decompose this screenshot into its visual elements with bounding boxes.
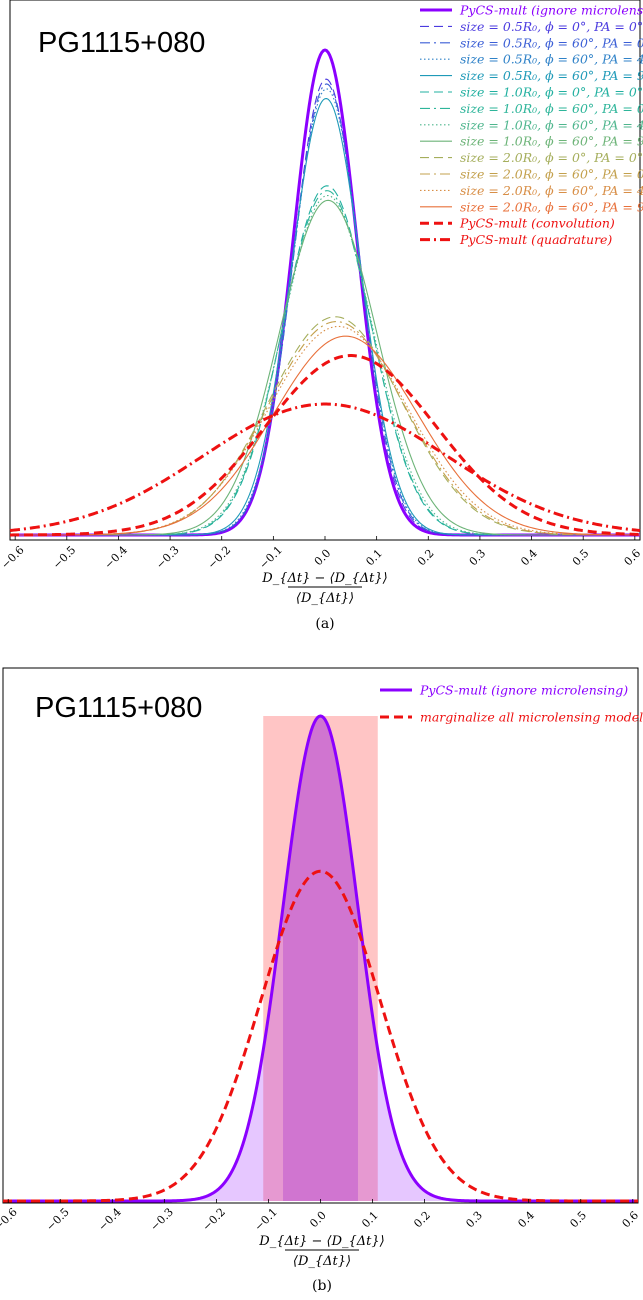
- series-line-10: [10, 321, 640, 536]
- series-fill-0: [3, 716, 638, 1201]
- x-tick-label: −0.4: [102, 543, 130, 571]
- x-tick-label: 0.5: [570, 547, 592, 569]
- x-tick-label: 0.2: [411, 1209, 433, 1231]
- legend-label-11: size = 2.0R₀, ϕ = 60°, PA = 45°: [460, 183, 643, 198]
- panel-b-xlabel: D_{Δt} − ⟨D_{Δt}⟩ ⟨D_{Δt}⟩: [258, 1234, 384, 1269]
- panel-b-series: [3, 714, 638, 1203]
- panel-a-xlabel-numerator: D_{Δt} − ⟨D_{Δt}⟩: [261, 571, 387, 586]
- legend-label-5: size = 1.0R₀, ϕ = 0°, PA = 0°: [460, 85, 643, 100]
- x-tick-label: 0.2: [415, 547, 437, 569]
- x-tick-label: 0.6: [620, 1209, 642, 1231]
- panel-b: PG1115+080 −0.6 −0.5 −0.4 −0.3 −0.2 −0.1 0.0 0.…: [0, 667, 643, 1294]
- x-tick-label: 0.0: [307, 1209, 329, 1231]
- series-line-13: [10, 354, 641, 537]
- x-tick-label: −0.3: [154, 543, 182, 571]
- legend-label-2: size = 0.5R₀, ϕ = 60°, PA = 0°: [460, 35, 643, 50]
- series-line-14: [9, 402, 641, 532]
- panel-a-legend: PyCS-mult (ignore microlensing)size = 0.…: [420, 3, 643, 247]
- panel-b-shaded-intervals: [263, 716, 378, 1201]
- panel-a-series: [9, 48, 641, 537]
- panel-b-legend: PyCS-mult (ignore microlensing) marginali…: [380, 683, 643, 725]
- x-tick-label: −0.4: [96, 1205, 124, 1233]
- x-tick-label: 0.4: [518, 547, 540, 569]
- x-tick-label: 0.3: [467, 547, 489, 569]
- series-line-9: [10, 316, 640, 536]
- x-tick-label: −0.5: [50, 543, 78, 571]
- legend-label-0: PyCS-mult (ignore microlensing): [459, 3, 643, 18]
- x-tick-label: 0.1: [363, 547, 385, 569]
- x-tick-label: 0.1: [359, 1209, 381, 1231]
- legend-label-10: size = 2.0R₀, ϕ = 60°, PA = 0°: [460, 167, 643, 182]
- shaded-interval-marginalized: [263, 716, 378, 1201]
- legend-label-9: size = 2.0R₀, ϕ = 0°, PA = 0°: [460, 150, 643, 165]
- legend-label-4: size = 0.5R₀, ϕ = 60°, PA = 90°: [460, 68, 643, 83]
- panel-a-caption: (a): [315, 616, 334, 632]
- panel-b-xlabel-denominator: ⟨D_{Δt}⟩: [293, 1254, 351, 1269]
- series-line-12: [10, 335, 640, 536]
- legend-label-6: size = 1.0R₀, ϕ = 60°, PA = 0°: [460, 101, 643, 116]
- x-tick-label: −0.6: [0, 1205, 20, 1233]
- x-tick-label: −0.5: [44, 1205, 72, 1233]
- legend-label-8: size = 1.0R₀, ϕ = 60°, PA = 90°: [460, 134, 643, 149]
- x-tick-label: 0.3: [463, 1209, 485, 1231]
- legend-label-1: size = 0.5R₀, ϕ = 0°, PA = 0°: [460, 19, 643, 34]
- panel-b-xlabel-numerator: D_{Δt} − ⟨D_{Δt}⟩: [258, 1234, 384, 1249]
- x-tick-label: 0.5: [567, 1209, 589, 1231]
- panel-a-xlabel-denominator: ⟨D_{Δt}⟩: [296, 591, 354, 606]
- x-tick-label: 0.0: [312, 547, 334, 569]
- x-tick-label: −0.1: [252, 1205, 280, 1233]
- x-tick-label: −0.6: [0, 543, 27, 571]
- series-line-1: [3, 869, 638, 1203]
- x-tick-label: −0.3: [148, 1205, 176, 1233]
- panel-b-caption: (b): [312, 1278, 332, 1294]
- legend-label-13: PyCS-mult (convolution): [459, 216, 615, 231]
- panel-b-title: PG1115+080: [35, 692, 202, 724]
- series-line-8: [10, 199, 640, 536]
- legend-label-7: size = 1.0R₀, ϕ = 60°, PA = 45°: [460, 117, 643, 132]
- legend-label-1: marginalize all microlensing models: [420, 710, 643, 725]
- x-tick-label: −0.2: [200, 1205, 228, 1233]
- panel-a-title: PG1115+080: [38, 27, 205, 59]
- legend-label-12: size = 2.0R₀, ϕ = 60°, PA = 90°: [460, 199, 643, 214]
- panel-a: PG1115+080 −0.6 −0.5 −0.4 −0.3 −0.2 −0.1 0.0 0.…: [0, 0, 643, 632]
- panel-a-ticks: −0.6 −0.5 −0.4 −0.3 −0.2 −0.1 0.0 0.1 0.2 0.3 0.4 0…: [0, 536, 643, 572]
- legend-label-14: PyCS-mult (quadrature): [459, 232, 612, 247]
- x-tick-label: −0.2: [205, 543, 233, 571]
- shaded-interval-ignore-microlensing: [283, 716, 358, 1201]
- series-line-11: [10, 325, 640, 536]
- x-tick-label: 0.6: [622, 547, 643, 569]
- legend-label-3: size = 0.5R₀, ϕ = 60°, PA = 45°: [460, 52, 643, 67]
- panel-a-xlabel: D_{Δt} − ⟨D_{Δt}⟩ ⟨D_{Δt}⟩: [261, 571, 387, 606]
- x-tick-label: 0.4: [515, 1209, 537, 1231]
- panel-b-ticks: −0.6 −0.5 −0.4 −0.3 −0.2 −0.1 0.0 0.1 0.2 0.3 0.4 0…: [0, 1199, 641, 1234]
- x-tick-label: −0.1: [257, 543, 285, 571]
- legend-label-0: PyCS-mult (ignore microlensing): [419, 683, 628, 698]
